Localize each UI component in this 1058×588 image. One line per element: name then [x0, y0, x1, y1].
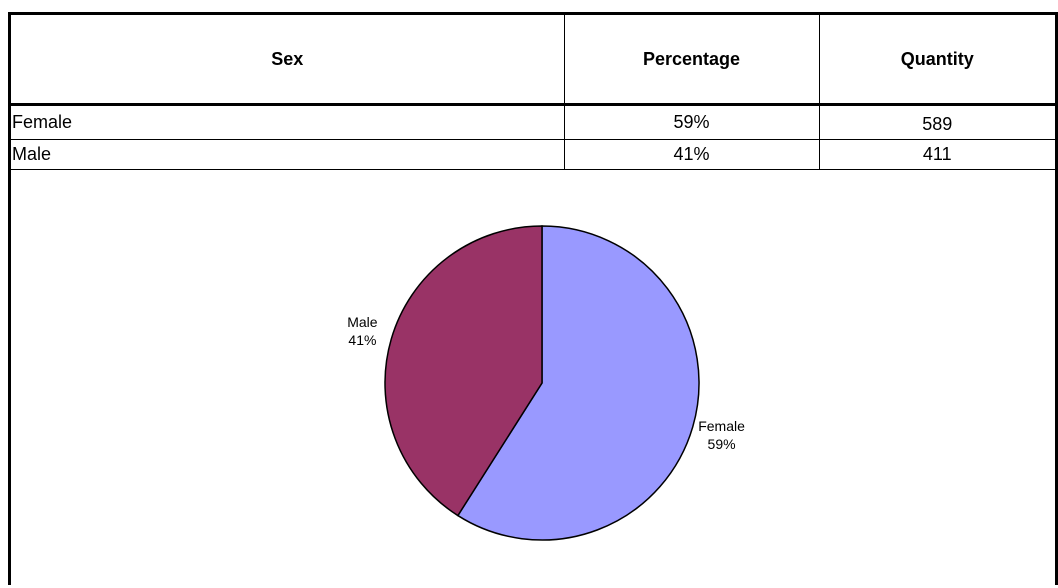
- cell-quantity: 411: [818, 139, 1055, 170]
- pie-label-name: Male: [347, 314, 378, 330]
- cell-quantity: 589: [818, 104, 1055, 140]
- cell-sex: Male: [11, 139, 564, 170]
- cell-percentage: 41%: [563, 139, 819, 170]
- cell-sex: Female: [11, 104, 564, 140]
- sex-table: Sex Percentage Quantity Female 59% 589 M…: [11, 15, 1055, 170]
- pie-label-value: 41%: [348, 332, 376, 348]
- header-percentage: Percentage: [563, 15, 819, 106]
- table-row: Female 59% 589: [11, 104, 1055, 140]
- table-row: Male 41% 411: [11, 139, 1055, 170]
- header-row: Sex Percentage Quantity: [11, 15, 1055, 106]
- cell-percentage: 59%: [563, 104, 819, 140]
- pie-label-name: Female: [698, 418, 745, 434]
- pie-label-value: 59%: [708, 436, 736, 452]
- sheet-frame: Sex Percentage Quantity Female 59% 589 M…: [8, 12, 1058, 585]
- pie-slice-female: [456, 225, 700, 541]
- header-sex: Sex: [11, 15, 564, 106]
- pie-slice-male: [384, 225, 543, 517]
- header-quantity: Quantity: [818, 15, 1055, 106]
